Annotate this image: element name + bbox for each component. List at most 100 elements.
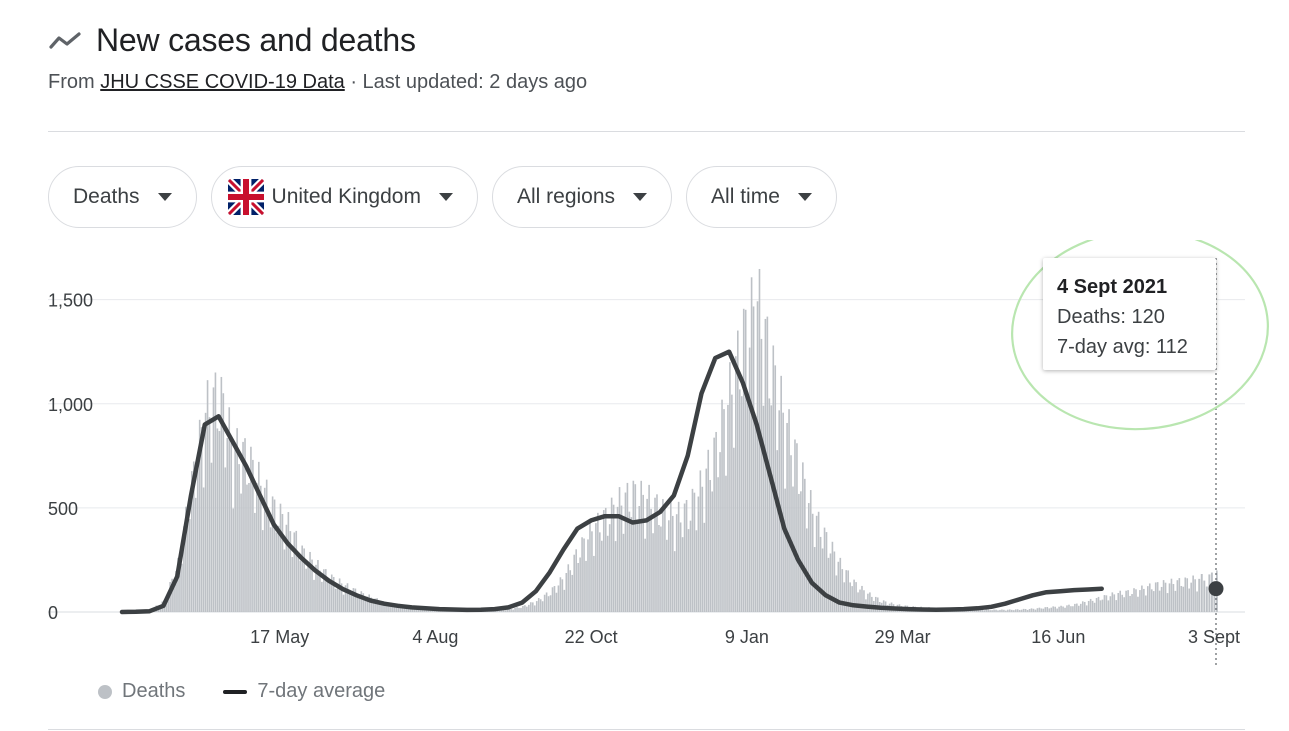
deaths-bar xyxy=(593,555,595,612)
deaths-bar xyxy=(782,412,784,612)
divider-bottom xyxy=(48,729,1245,730)
deaths-bar xyxy=(1085,605,1088,612)
metric-dropdown[interactable]: Deaths xyxy=(48,166,197,228)
country-dropdown[interactable]: United Kingdom xyxy=(210,166,478,228)
deaths-bar xyxy=(232,508,234,612)
deaths-bar xyxy=(829,553,832,612)
deaths-bar xyxy=(297,552,300,612)
deaths-bar xyxy=(993,609,995,612)
deaths-bar xyxy=(535,601,538,612)
deaths-bar xyxy=(356,595,359,612)
deaths-bar xyxy=(1087,600,1090,612)
deaths-bar xyxy=(165,599,167,612)
deaths-bar xyxy=(1048,608,1051,612)
deaths-bar xyxy=(833,551,836,612)
deaths-bar xyxy=(565,573,568,612)
deaths-bar xyxy=(382,601,384,612)
avg-line xyxy=(119,349,1104,615)
deaths-bar xyxy=(628,511,631,612)
deaths-bar xyxy=(794,439,796,612)
deaths-bar xyxy=(228,407,231,612)
deaths-bar xyxy=(768,398,771,612)
deaths-bar xyxy=(423,609,426,612)
deaths-bar xyxy=(652,533,654,612)
deaths-bar xyxy=(681,537,684,612)
deaths-bar xyxy=(409,607,412,612)
deaths-bar xyxy=(723,409,725,612)
deaths-bar xyxy=(711,491,713,612)
time-range-dropdown[interactable]: All time xyxy=(686,166,837,228)
deaths-bar xyxy=(189,519,191,612)
deaths-bar xyxy=(583,538,585,612)
deaths-bar xyxy=(327,581,329,612)
deaths-bar xyxy=(1174,590,1177,612)
deaths-bar xyxy=(1101,599,1104,612)
deaths-bar xyxy=(1038,607,1041,612)
deaths-bar xyxy=(979,609,982,612)
deaths-bar xyxy=(289,531,292,612)
deaths-bar xyxy=(813,547,816,612)
deaths-bar xyxy=(1105,595,1108,612)
divider-top xyxy=(48,131,1245,132)
caret-down-icon xyxy=(633,193,648,201)
deaths-bar xyxy=(510,608,512,612)
chart-tooltip: 4 Sept 2021 Deaths: 120 7-day avg: 112 xyxy=(1043,258,1216,370)
deaths-bar xyxy=(770,405,773,612)
deaths-bar xyxy=(557,585,560,612)
deaths-bar xyxy=(1182,586,1185,612)
deaths-bar xyxy=(252,459,254,612)
page-title: New cases and deaths xyxy=(96,22,416,58)
deaths-bar xyxy=(303,548,305,612)
deaths-bar xyxy=(790,455,792,612)
deaths-bar xyxy=(561,579,564,612)
deaths-bar xyxy=(804,478,806,612)
deaths-bar xyxy=(1062,606,1064,612)
deaths-bar xyxy=(1003,609,1005,612)
deaths-bar xyxy=(871,596,873,612)
deaths-bar xyxy=(539,599,542,612)
region-dropdown[interactable]: All regions xyxy=(491,166,673,228)
deaths-bar xyxy=(1054,606,1056,612)
deaths-bar xyxy=(321,581,323,612)
deaths-bar xyxy=(1123,597,1125,612)
deaths-bar xyxy=(328,583,331,612)
deaths-bar xyxy=(626,482,629,612)
deaths-bar xyxy=(305,568,307,612)
y-tick-label: 1,000 xyxy=(48,395,93,415)
deaths-bar xyxy=(831,541,834,612)
deaths-bar xyxy=(802,462,804,612)
deaths-bar xyxy=(618,487,621,612)
deaths-bar xyxy=(1064,607,1066,612)
deaths-bar xyxy=(267,510,270,612)
deaths-bar xyxy=(991,610,993,612)
deaths-bar xyxy=(279,503,282,612)
deaths-bar xyxy=(630,517,633,612)
source-link[interactable]: JHU CSSE COVID-19 Data xyxy=(100,71,345,93)
deaths-bar xyxy=(685,499,688,612)
deaths-bar xyxy=(1010,609,1013,612)
deaths-bar xyxy=(171,578,173,612)
deaths-bar xyxy=(500,609,503,612)
deaths-bar xyxy=(742,308,745,612)
deaths-bar xyxy=(177,557,179,612)
source-prefix: From xyxy=(48,71,95,93)
deaths-bar xyxy=(317,559,319,612)
deaths-bar xyxy=(788,409,790,612)
deaths-bar xyxy=(699,470,702,612)
deaths-bar xyxy=(224,467,227,612)
deaths-bar xyxy=(222,393,225,612)
deaths-bar xyxy=(210,462,213,612)
deaths-bar xyxy=(853,579,855,612)
deaths-bar xyxy=(275,532,278,612)
deaths-bar xyxy=(299,560,302,612)
avg-legend-marker xyxy=(223,689,248,694)
deaths-bar xyxy=(989,610,991,612)
x-tick-label: 16 Jun xyxy=(1031,627,1085,647)
deaths-bar xyxy=(254,512,256,612)
deaths-bar xyxy=(987,609,989,612)
deaths-bar xyxy=(496,610,499,612)
deaths-bar xyxy=(738,389,741,612)
deaths-bar xyxy=(392,603,394,612)
deaths-chart[interactable]: 0 500 1,000 1,500 17 May 4 Aug 22 Oct 9 Jan 29 M… xyxy=(0,240,1289,680)
tooltip-avg: 7-day avg: 112 xyxy=(1057,336,1188,358)
